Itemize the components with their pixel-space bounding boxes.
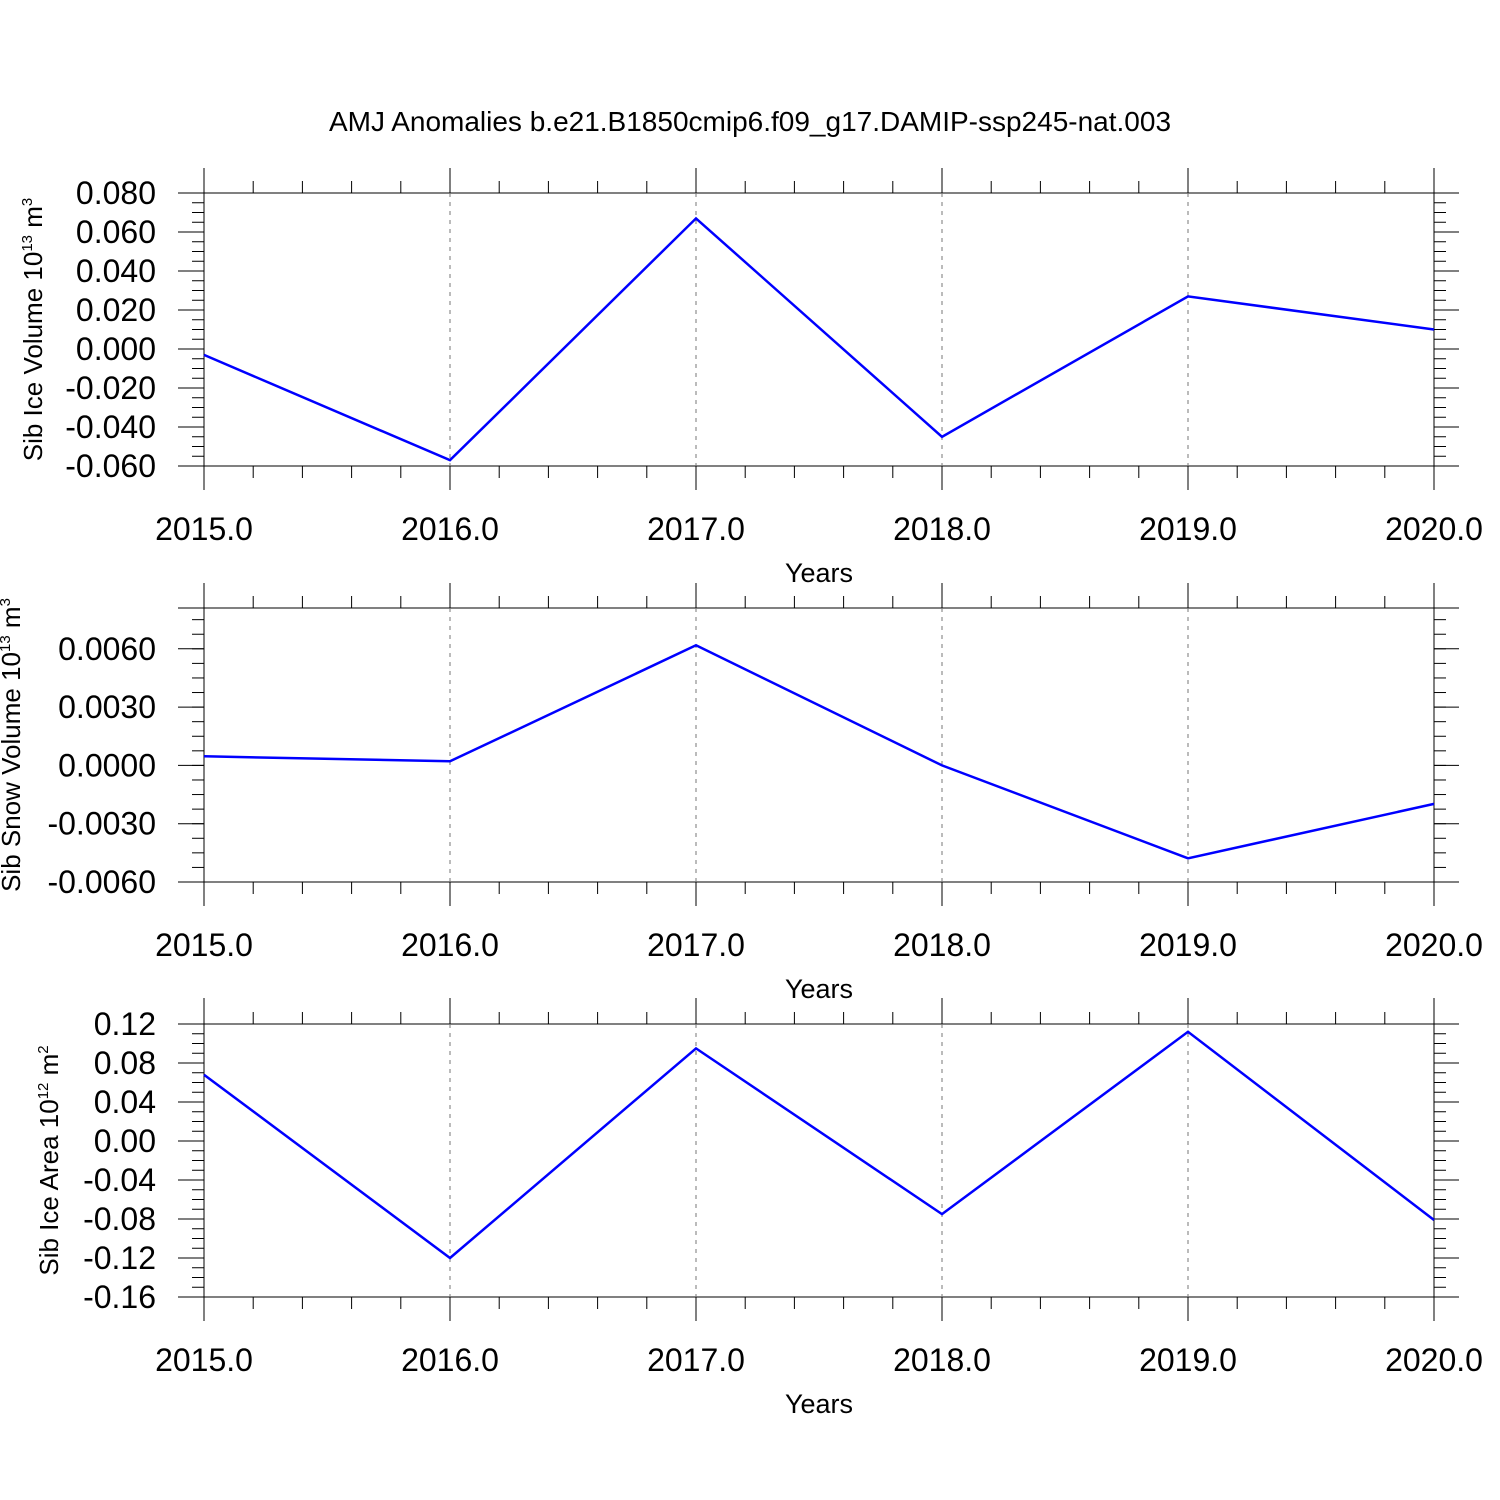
x-tick-label: 2015.0 bbox=[155, 927, 253, 963]
y-tick-label: -0.0030 bbox=[47, 806, 156, 842]
x-tick-label: 2019.0 bbox=[1139, 1342, 1237, 1378]
x-tick-label: 2017.0 bbox=[647, 927, 745, 963]
y-axis-label: Sib Ice Volume 1013 m3 bbox=[18, 198, 48, 462]
figure-title: AMJ Anomalies b.e21.B1850cmip6.f09_g17.D… bbox=[329, 106, 1171, 137]
y-axis-label-superscript: 2 bbox=[35, 1045, 52, 1053]
y-axis-label-text: Sib Ice Area 10 bbox=[34, 1099, 64, 1275]
y-tick-label: 0.0060 bbox=[58, 631, 156, 667]
x-tick-label: 2019.0 bbox=[1139, 927, 1237, 963]
x-tick-label: 2018.0 bbox=[893, 511, 991, 547]
y-tick-label: 0.04 bbox=[94, 1084, 156, 1120]
x-tick-label: 2017.0 bbox=[647, 1342, 745, 1378]
chart-panel-3: 2015.0 2016.0 2017.0 2018.0 2019.0 2020.0 0.12… bbox=[34, 998, 1483, 1419]
x-tick-label: 2020.0 bbox=[1385, 1342, 1483, 1378]
y-axis-label: Sib Snow Volume 1013 m3 bbox=[0, 598, 26, 892]
y-tick-label: 0.12 bbox=[94, 1006, 156, 1042]
y-axis-label-superscript: 12 bbox=[35, 1083, 52, 1100]
y-tick-label: 0.080 bbox=[76, 175, 156, 211]
y-tick-label: 0.0000 bbox=[58, 747, 156, 783]
x-tick-label: 2018.0 bbox=[893, 1342, 991, 1378]
y-axis-label-text: Sib Ice Volume 10 bbox=[18, 252, 48, 462]
x-tick-label: 2018.0 bbox=[893, 927, 991, 963]
chart-panel-1: 2015.0 2016.0 2017.0 2018.0 2019.0 2020.0 0.08… bbox=[18, 168, 1483, 588]
y-axis-label-superscript: 3 bbox=[19, 198, 36, 206]
x-tick-label: 2017.0 bbox=[647, 511, 745, 547]
y-tick-label: 0.020 bbox=[76, 292, 156, 328]
x-tick-label: 2016.0 bbox=[401, 927, 499, 963]
y-axis-label-superscript: 13 bbox=[0, 635, 14, 652]
y-axis-label-text: m bbox=[0, 606, 26, 635]
y-tick-label: 0.0030 bbox=[58, 689, 156, 725]
y-tick-label: -0.04 bbox=[83, 1162, 156, 1198]
y-tick-label: -0.16 bbox=[83, 1279, 156, 1315]
x-axis-label: Years bbox=[785, 558, 853, 588]
y-tick-label: -0.08 bbox=[83, 1201, 156, 1237]
x-tick-label: 2016.0 bbox=[401, 511, 499, 547]
x-tick-label: 2015.0 bbox=[155, 511, 253, 547]
x-tick-label: 2015.0 bbox=[155, 1342, 253, 1378]
y-axis-label-text: m bbox=[34, 1054, 64, 1083]
y-axis-label: Sib Ice Area 1012 m2 bbox=[34, 1045, 64, 1275]
x-axis-label: Years bbox=[785, 1389, 853, 1419]
x-tick-label: 2020.0 bbox=[1385, 927, 1483, 963]
y-axis-label-text: Sib Snow Volume 10 bbox=[0, 652, 26, 892]
data-line bbox=[203, 216, 1435, 462]
y-tick-label: -0.060 bbox=[65, 448, 156, 484]
y-tick-label: 0.00 bbox=[94, 1123, 156, 1159]
y-axis-label-text: m bbox=[18, 206, 48, 235]
y-axis-label-superscript: 13 bbox=[19, 235, 36, 252]
y-tick-label: -0.040 bbox=[65, 409, 156, 445]
y-tick-label: -0.0060 bbox=[47, 864, 156, 900]
y-tick-label: 0.000 bbox=[76, 331, 156, 367]
x-axis-label: Years bbox=[785, 974, 853, 1004]
y-tick-label: -0.020 bbox=[65, 370, 156, 406]
data-line bbox=[203, 1030, 1435, 1260]
y-tick-label: 0.040 bbox=[76, 253, 156, 289]
y-tick-label: 0.060 bbox=[76, 214, 156, 250]
y-tick-label: 0.08 bbox=[94, 1045, 156, 1081]
y-axis-label-superscript: 3 bbox=[0, 598, 14, 606]
chart-panel-2: 2015.0 2016.0 2017.0 2018.0 2019.0 2020.0 0.00… bbox=[0, 583, 1483, 1004]
x-tick-label: 2020.0 bbox=[1385, 511, 1483, 547]
x-tick-label: 2016.0 bbox=[401, 1342, 499, 1378]
y-tick-label: -0.12 bbox=[83, 1240, 156, 1276]
data-line bbox=[203, 643, 1435, 860]
x-tick-label: 2019.0 bbox=[1139, 511, 1237, 547]
